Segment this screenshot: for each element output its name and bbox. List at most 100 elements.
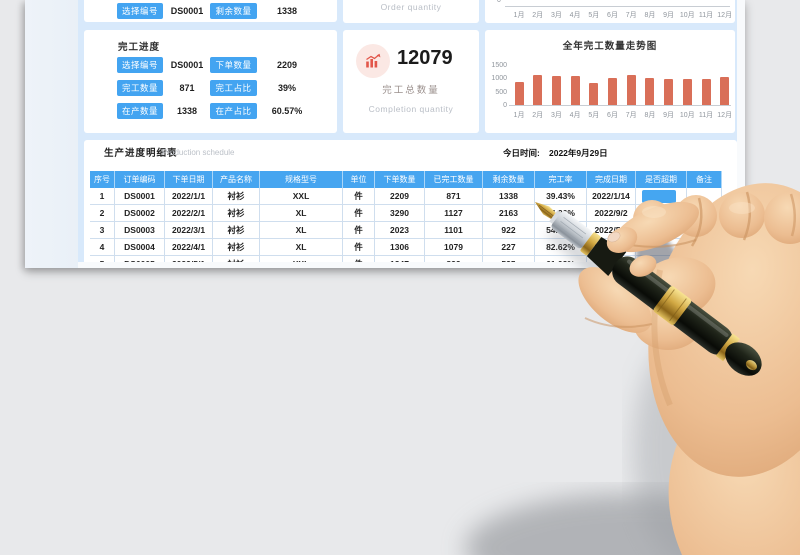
wrist-shadow: [633, 335, 743, 555]
selector-button[interactable]: 剩余数量: [210, 3, 257, 19]
month-label: 10月: [679, 112, 695, 119]
completion-bar: [570, 76, 580, 105]
table-cell: 衬衫: [213, 239, 260, 256]
today-date-label: 今日时间:: [503, 148, 540, 158]
y-tick-label: 500: [495, 88, 507, 96]
month-label: 3月: [550, 12, 562, 19]
detail-title-cn: 生产进度明细表: [104, 148, 178, 159]
selector-value: 871: [179, 83, 195, 93]
month-label: 1月: [513, 112, 525, 119]
table-row: 3 DS0003 2022/3/1 衬衫 XL 件 2023 1101 922 54.42% 202…: [90, 222, 722, 239]
paper-left-margin: [25, 0, 78, 268]
progress-card: 完工进度 选择编号 DS0001 下单数量 2209 完工数量 871 完工占比 39% 在产数…: [84, 30, 337, 133]
table-cell: [636, 239, 687, 256]
table-cell: [636, 222, 687, 239]
dashboard-content: 选择编号 DS0001 剩余数量 1338 Order quantity 0 1月 2月…: [78, 0, 737, 262]
selector-value: DS0001: [170, 6, 204, 16]
selector-button[interactable]: 选择编号: [117, 3, 163, 19]
month-label: 4月: [569, 12, 581, 19]
table-header-cell: 产品名称: [213, 171, 260, 188]
detail-table-card: 生产进度明细表 Production schedule 今日时间: 2022年9…: [84, 140, 737, 262]
completion-bar: [514, 81, 524, 105]
table-cell: 34.26%: [535, 205, 587, 222]
completion-chart-title: 全年完工数量走势图: [562, 41, 658, 52]
table-header-cell: 剩余数量: [483, 171, 535, 188]
month-label: 12月: [717, 112, 733, 119]
month-label: 6月: [607, 12, 618, 19]
selector-button[interactable]: 下单数量: [210, 57, 257, 73]
table-cell: 1306: [375, 239, 425, 256]
table-cell: [687, 239, 722, 256]
month-label: 2月: [532, 12, 544, 19]
table-cell: 1347: [375, 256, 425, 262]
month-label: 9月: [663, 12, 675, 19]
table-cell: DS0002: [115, 205, 165, 222]
month-label: 10月: [679, 12, 695, 19]
selector-button[interactable]: 在产数量: [117, 103, 163, 119]
selector-value: 60.57%: [271, 106, 303, 116]
table-cell: DS0001: [115, 188, 165, 205]
today-date-value: 2022年9月29日: [549, 148, 608, 158]
table-cell: 1127: [425, 205, 483, 222]
table-row: 2 DS0002 2022/2/1 衬衫 XL 件 3290 1127 2163 34.26% 20…: [90, 205, 722, 222]
month-label: 12月: [717, 12, 733, 19]
month-label: 6月: [607, 112, 618, 119]
order-chart-card: 0 1月 2月 3月 4月 5月 6月 7月 8月 9月 10月 11月 12月: [485, 0, 735, 23]
completion-bar: [533, 74, 543, 105]
table-cell: 922: [483, 222, 535, 239]
selector-button[interactable]: 完工数量: [117, 80, 163, 96]
table-cell: [687, 205, 722, 222]
completion-bar: [682, 79, 692, 105]
selector-value: 1338: [176, 106, 198, 116]
completion-chart-card: 全年完工数量走势图 1500 1000 500 0 1月 2月 3月 4月 5月 6月 7月 8月 9月…: [485, 30, 735, 133]
table-cell: 2022/7/1: [587, 256, 636, 262]
table-cell: 件: [343, 256, 375, 262]
selector-button[interactable]: 选择编号: [117, 57, 163, 73]
table-cell: XXL: [260, 188, 343, 205]
table-cell: 1338: [483, 188, 535, 205]
completion-bar: [589, 83, 599, 105]
bar-chart-icon: [366, 53, 381, 68]
table-cell: [687, 256, 722, 262]
table-header-cell: 单位: [343, 171, 375, 188]
selector-button[interactable]: 在产占比: [210, 103, 257, 119]
table-cell: 1101: [425, 222, 483, 239]
table-cell: [636, 256, 687, 262]
table-cell: XL: [260, 222, 343, 239]
table-cell: 54.42%: [535, 222, 587, 239]
table-cell: 衬衫: [213, 188, 260, 205]
month-label: 8月: [644, 112, 656, 119]
completion-total-value: 12079: [397, 47, 453, 69]
table-row: 1 DS0001 2022/1/1 衬衫 XXL 件 2209 871 1338 39.43% 20…: [90, 188, 722, 205]
selector-button[interactable]: 完工占比: [210, 80, 257, 96]
table-cell: 衬衫: [213, 205, 260, 222]
table-cell: XL: [260, 239, 343, 256]
table-cell: 3: [90, 222, 115, 239]
detail-title-en: Production schedule: [162, 148, 235, 157]
selector-value: 1338: [276, 6, 298, 16]
table-cell: XXL: [260, 256, 343, 262]
selector-value: 2209: [276, 60, 298, 70]
table-cell: 2022/1/1: [165, 188, 213, 205]
order-chart-zero-tick: 0: [497, 0, 501, 4]
progress-card-title: 完工进度: [118, 42, 161, 53]
completion-bar: [645, 78, 655, 105]
table-cell: 2022/9/2: [587, 205, 636, 222]
table-cell: 3290: [375, 205, 425, 222]
selector-value: 39%: [277, 83, 296, 93]
table-cell: 4: [90, 239, 115, 256]
table-cell: 件: [343, 205, 375, 222]
stat-icon-circle: [356, 44, 390, 78]
table-cell: DS0005: [115, 256, 165, 262]
table-row: 4 DS0004 2022/4/1 衬衫 XL 件 1306 1079 227 82.62% 202…: [90, 239, 722, 256]
completion-bar: [626, 75, 636, 105]
month-label: 8月: [644, 12, 656, 19]
table-cell: 衬衫: [213, 256, 260, 262]
table-cell: 2022/2/1: [165, 205, 213, 222]
table-header-cell: 备注: [687, 171, 722, 188]
y-tick-label: 1000: [491, 75, 507, 83]
table-cell: 1: [90, 188, 115, 205]
completion-chart-axis: [509, 105, 731, 106]
completion-total-label-en: Completion quantity: [368, 104, 454, 114]
